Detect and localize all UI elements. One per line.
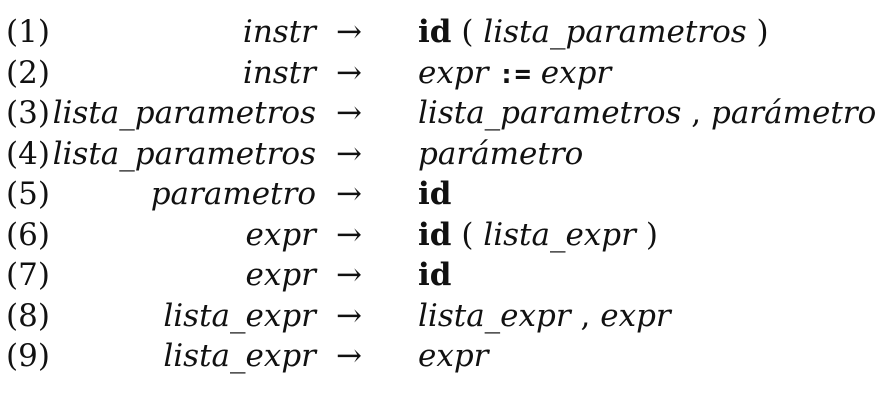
- production-rule: (6) expr → id ( lista_expr ): [0, 215, 886, 256]
- arrow-symbol: →: [336, 135, 362, 172]
- rule-rhs: lista_expr , expr: [418, 296, 671, 337]
- production-rule: (4) lista_parametros → parámetro: [0, 134, 886, 175]
- rule-lhs: instr: [242, 14, 316, 50]
- rule-lhs: lista_parametros: [52, 95, 316, 131]
- rule-number: (5): [6, 176, 50, 212]
- production-rule: (7) expr → id: [0, 255, 886, 296]
- rule-number: (3): [6, 95, 50, 131]
- nonterminal-token: lista_expr: [418, 297, 571, 334]
- keyword-token: id: [418, 176, 452, 212]
- rule-number: (6): [6, 216, 50, 253]
- rule-rhs: id ( lista_parametros ): [418, 12, 769, 53]
- punctuation-token: ,: [691, 95, 702, 131]
- arrow-symbol: →: [336, 338, 362, 374]
- rule-number: (1): [6, 14, 50, 50]
- nonterminal-token: expr: [418, 338, 489, 374]
- rule-rhs: expr: [418, 336, 489, 377]
- rule-rhs: expr := expr: [418, 53, 611, 96]
- punctuation-token: ): [756, 14, 769, 50]
- rule-rhs: id ( lista_expr ): [418, 215, 658, 256]
- rule-number: (8): [6, 297, 50, 334]
- production-rule: (2) instr → expr := expr: [0, 53, 886, 94]
- keyword-token: id: [418, 257, 452, 293]
- production-rule: (3) lista_parametros → lista_parametros , p…: [0, 93, 886, 134]
- rule-lhs: expr: [245, 257, 317, 293]
- arrow-symbol: →: [336, 95, 362, 131]
- rule-rhs: parámetro: [418, 134, 583, 175]
- rule-lhs: lista_parametros: [52, 135, 316, 172]
- rule-rhs: lista_parametros , parámetro: [418, 93, 876, 134]
- punctuation-token: ): [645, 216, 658, 253]
- nonterminal-token: parámetro: [710, 95, 877, 131]
- rule-number: (2): [6, 54, 50, 91]
- nonterminal-token: lista_parametros: [483, 14, 747, 50]
- punctuation-token: (: [461, 216, 474, 253]
- operator-token: :=: [498, 58, 531, 90]
- nonterminal-token: lista_expr: [483, 216, 636, 253]
- nonterminal-token: expr: [540, 54, 612, 91]
- rule-lhs: lista_expr: [163, 297, 316, 334]
- keyword-token: id: [418, 216, 452, 253]
- punctuation-token: (: [461, 14, 474, 50]
- rule-lhs: parametro: [150, 176, 316, 212]
- nonterminal-token: expr: [600, 297, 671, 334]
- rule-rhs: id: [418, 174, 451, 215]
- nonterminal-token: expr: [418, 54, 489, 91]
- arrow-symbol: →: [336, 14, 362, 50]
- grammar-productions: (1) instr → id ( lista_parametros ) (2) instr…: [0, 12, 886, 377]
- nonterminal-token: parámetro: [418, 135, 584, 172]
- arrow-symbol: →: [336, 176, 362, 212]
- arrow-symbol: →: [336, 297, 362, 334]
- rule-number: (4): [6, 135, 50, 172]
- rule-rhs: id: [418, 255, 451, 296]
- rule-lhs: instr: [242, 54, 316, 91]
- arrow-symbol: →: [336, 257, 362, 293]
- rule-lhs: expr: [245, 216, 317, 253]
- rule-number: (7): [6, 257, 50, 293]
- production-rule: (8) lista_expr → lista_expr , expr: [0, 296, 886, 337]
- nonterminal-token: lista_parametros: [418, 95, 682, 131]
- production-rule: (9) lista_expr → expr: [0, 336, 886, 377]
- arrow-symbol: →: [336, 54, 362, 91]
- arrow-symbol: →: [336, 216, 362, 253]
- punctuation-token: ,: [580, 297, 591, 334]
- keyword-token: id: [418, 14, 452, 50]
- production-rule: (1) instr → id ( lista_parametros ): [0, 12, 886, 53]
- rule-number: (9): [6, 338, 50, 374]
- rule-lhs: lista_expr: [163, 338, 316, 374]
- production-rule: (5) parametro → id: [0, 174, 886, 215]
